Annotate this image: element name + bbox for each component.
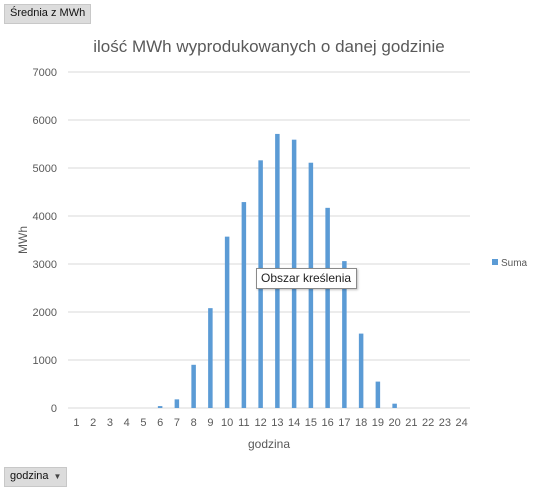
y-tick-label: 2000 — [33, 307, 57, 319]
y-tick-label: 0 — [51, 403, 57, 415]
x-tick-label: 12 — [255, 417, 267, 429]
legend-label: Suma — [501, 258, 528, 269]
x-tick-label: 9 — [207, 417, 213, 429]
bar[interactable] — [174, 399, 180, 408]
x-tick-label: 3 — [107, 417, 113, 429]
tooltip-text: Obszar kreślenia — [261, 271, 352, 285]
x-tick-label: 14 — [288, 417, 300, 429]
x-tick-label: 6 — [157, 417, 163, 429]
bar[interactable] — [157, 406, 163, 408]
y-tick-label: 4000 — [33, 211, 57, 223]
y-tick-label: 6000 — [33, 115, 57, 127]
plot-area-tooltip: Obszar kreślenia — [256, 268, 358, 289]
x-tick-label: 4 — [124, 417, 130, 429]
bar[interactable] — [224, 236, 230, 408]
value-field-button[interactable]: Średnia z MWh — [4, 4, 92, 24]
axis-field-button[interactable]: godzina ▼ — [4, 467, 68, 487]
dropdown-arrow-icon[interactable]: ▼ — [53, 472, 62, 481]
bar[interactable] — [358, 333, 364, 408]
x-tick-label: 7 — [174, 417, 180, 429]
x-tick-label: 10 — [221, 417, 233, 429]
x-tick-label: 13 — [271, 417, 283, 429]
x-tick-label: 17 — [338, 417, 350, 429]
x-tick-label: 21 — [405, 417, 417, 429]
chart-title: ilość MWh wyprodukowanych o danej godzin… — [93, 37, 445, 56]
x-tick-label: 23 — [439, 417, 451, 429]
x-tick-label: 24 — [456, 417, 468, 429]
x-tick-label: 11 — [238, 417, 249, 429]
bar[interactable] — [342, 261, 347, 408]
x-tick-label: 15 — [305, 417, 317, 429]
bar[interactable] — [208, 308, 213, 408]
y-tick-label: 7000 — [33, 67, 57, 79]
bar[interactable] — [191, 364, 196, 408]
x-tick-label: 2 — [90, 417, 96, 429]
x-tick-label: 5 — [140, 417, 146, 429]
y-tick-label: 5000 — [33, 163, 57, 175]
x-tick-label: 1 — [73, 417, 79, 429]
y-tick-label: 1000 — [33, 355, 57, 367]
x-tick-label: 22 — [422, 417, 434, 429]
x-axis-label: godzina — [248, 437, 290, 451]
x-tick-label: 19 — [372, 417, 384, 429]
x-tick-label: 20 — [389, 417, 401, 429]
y-axis-label: MWh — [16, 226, 30, 254]
x-tick-label: 18 — [355, 417, 367, 429]
x-tick-label: 8 — [191, 417, 197, 429]
x-tick-label: 16 — [322, 417, 334, 429]
legend-swatch — [492, 259, 498, 265]
y-tick-label: 3000 — [33, 259, 57, 271]
legend: Suma — [492, 258, 528, 269]
bar[interactable] — [325, 207, 330, 408]
axis-field-label: godzina — [10, 470, 49, 482]
bar[interactable] — [375, 381, 381, 408]
value-field-label: Średnia z MWh — [10, 7, 86, 19]
bar[interactable] — [392, 403, 397, 408]
bar[interactable] — [241, 202, 247, 408]
